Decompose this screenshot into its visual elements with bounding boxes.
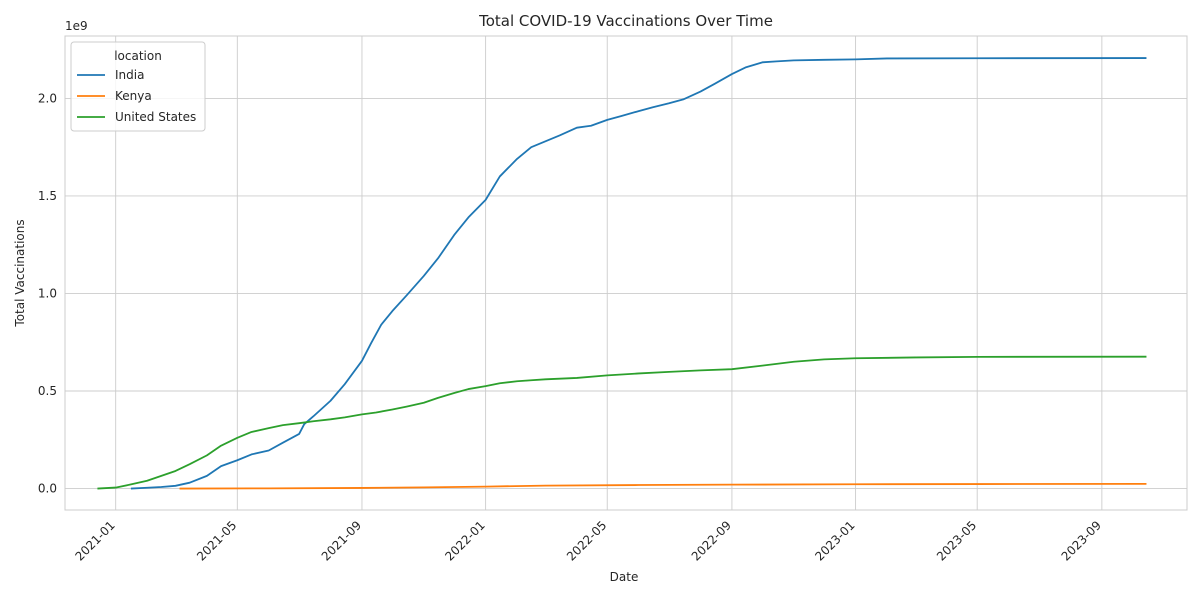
- chart-title: Total COVID-19 Vaccinations Over Time: [478, 12, 773, 30]
- x-tick-label: 2021-01: [72, 518, 117, 563]
- series-line-kenya: [179, 482, 1147, 490]
- x-tick-label: 2021-05: [194, 518, 239, 563]
- x-axis-label: Date: [610, 570, 639, 584]
- plot-frame: [64, 35, 1188, 511]
- x-tick-label: 2022-09: [689, 518, 734, 563]
- legend: location India Kenya United States: [70, 41, 206, 132]
- y-tick-label: 1.0: [38, 286, 57, 300]
- y-axis-label: Total Vaccinations: [13, 219, 27, 327]
- legend-label-united-states: United States: [115, 110, 196, 124]
- x-tick-label: 2023-01: [812, 518, 857, 563]
- y-tick-label: 0.5: [38, 384, 57, 398]
- x-tick-label: 2022-01: [442, 518, 487, 563]
- y-scale-label: 1e9: [65, 19, 88, 33]
- x-tick-label: 2022-05: [564, 518, 609, 563]
- y-tick-label: 1.5: [38, 189, 57, 203]
- legend-label-india: India: [115, 68, 144, 82]
- x-tick-label: 2021-09: [319, 518, 364, 563]
- x-tick-label: 2023-09: [1059, 518, 1104, 563]
- grid-layer: [65, 36, 1187, 510]
- legend-label-kenya: Kenya: [115, 89, 152, 103]
- series-layer: [97, 57, 1147, 490]
- legend-box: [70, 41, 206, 132]
- y-tick-label: 2.0: [38, 91, 57, 105]
- series-line-india: [130, 57, 1147, 490]
- y-tick-label: 0.0: [38, 482, 57, 496]
- series-line-united-states: [97, 355, 1147, 490]
- legend-title: location: [114, 49, 162, 63]
- x-tick-label: 2023-05: [934, 518, 979, 563]
